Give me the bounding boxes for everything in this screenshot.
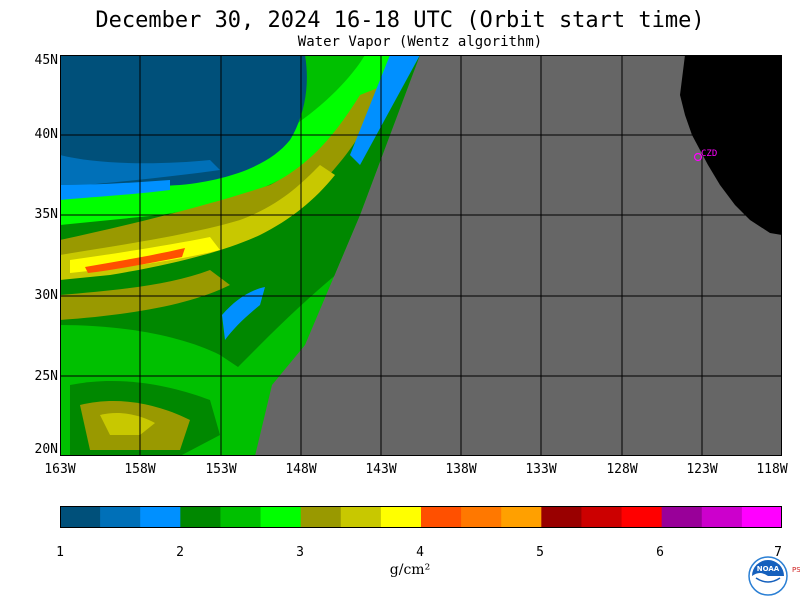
lon-label-133w: 133W — [525, 462, 557, 477]
colorbar-cell — [220, 506, 262, 528]
page-title: December 30, 2024 16-18 UTC (Orbit start… — [95, 8, 705, 33]
colorbar-cell — [380, 506, 422, 528]
psl-mark: PSL — [792, 566, 800, 574]
noaa-logo: NOAA — [748, 556, 788, 596]
colorbar-tick-4: 4 — [416, 545, 424, 560]
colorbar-unit: g/cm² — [389, 562, 431, 578]
colorbar-cell — [100, 506, 141, 528]
colorbar-tick-7: 7 — [774, 545, 782, 560]
colorbar-cell — [501, 506, 542, 528]
colorbar-tick-5: 5 — [536, 545, 544, 560]
lon-label-128w: 128W — [606, 462, 638, 477]
colorbar-cell — [541, 506, 582, 528]
lon-label-143w: 143W — [365, 462, 397, 477]
page-subtitle: Water Vapor (Wentz algorithm) — [297, 34, 543, 50]
lon-label-153w: 153W — [205, 462, 237, 477]
lat-label-45n: 45N — [34, 53, 58, 68]
colorbar-cell — [621, 506, 663, 528]
lat-label-30n: 30N — [34, 288, 58, 303]
colorbar-cell — [340, 506, 382, 528]
lat-label-35n: 35N — [34, 207, 58, 222]
station-marker — [693, 152, 703, 162]
lon-label-118w: 118W — [756, 462, 788, 477]
colorbar-frame — [60, 506, 782, 528]
colorbar-cell — [741, 506, 782, 528]
logo-text: NOAA — [757, 565, 780, 573]
colorbar-tick-2: 2 — [176, 545, 184, 560]
map-grid — [60, 55, 782, 456]
colorbar-tick-1: 1 — [56, 545, 64, 560]
water-vapor-map: CZD — [60, 55, 782, 456]
land-mass — [680, 55, 782, 235]
lat-label-25n: 25N — [34, 369, 58, 384]
colorbar-cell — [701, 506, 743, 528]
colorbar-cell — [300, 506, 342, 528]
lat-label-20n: 20N — [34, 442, 58, 457]
colorbar-cell — [421, 506, 462, 528]
lat-label-40n: 40N — [34, 127, 58, 142]
lon-label-163w: 163W — [44, 462, 76, 477]
colorbar-cell — [461, 506, 502, 528]
colorbar — [60, 506, 782, 528]
lon-label-148w: 148W — [285, 462, 317, 477]
station-label: CZD — [701, 149, 717, 159]
colorbar-tick-3: 3 — [296, 545, 304, 560]
colorbar-cell — [180, 506, 221, 528]
lon-label-123w: 123W — [686, 462, 718, 477]
colorbar-cell — [581, 506, 623, 528]
colorbar-tick-6: 6 — [656, 545, 664, 560]
colorbar-cell — [661, 506, 703, 528]
map-frame — [60, 55, 782, 456]
lon-label-138w: 138W — [445, 462, 477, 477]
colorbar-cell — [260, 506, 302, 528]
colorbar-cell — [60, 506, 101, 528]
colorbar-cell — [140, 506, 181, 528]
lon-label-158w: 158W — [124, 462, 156, 477]
